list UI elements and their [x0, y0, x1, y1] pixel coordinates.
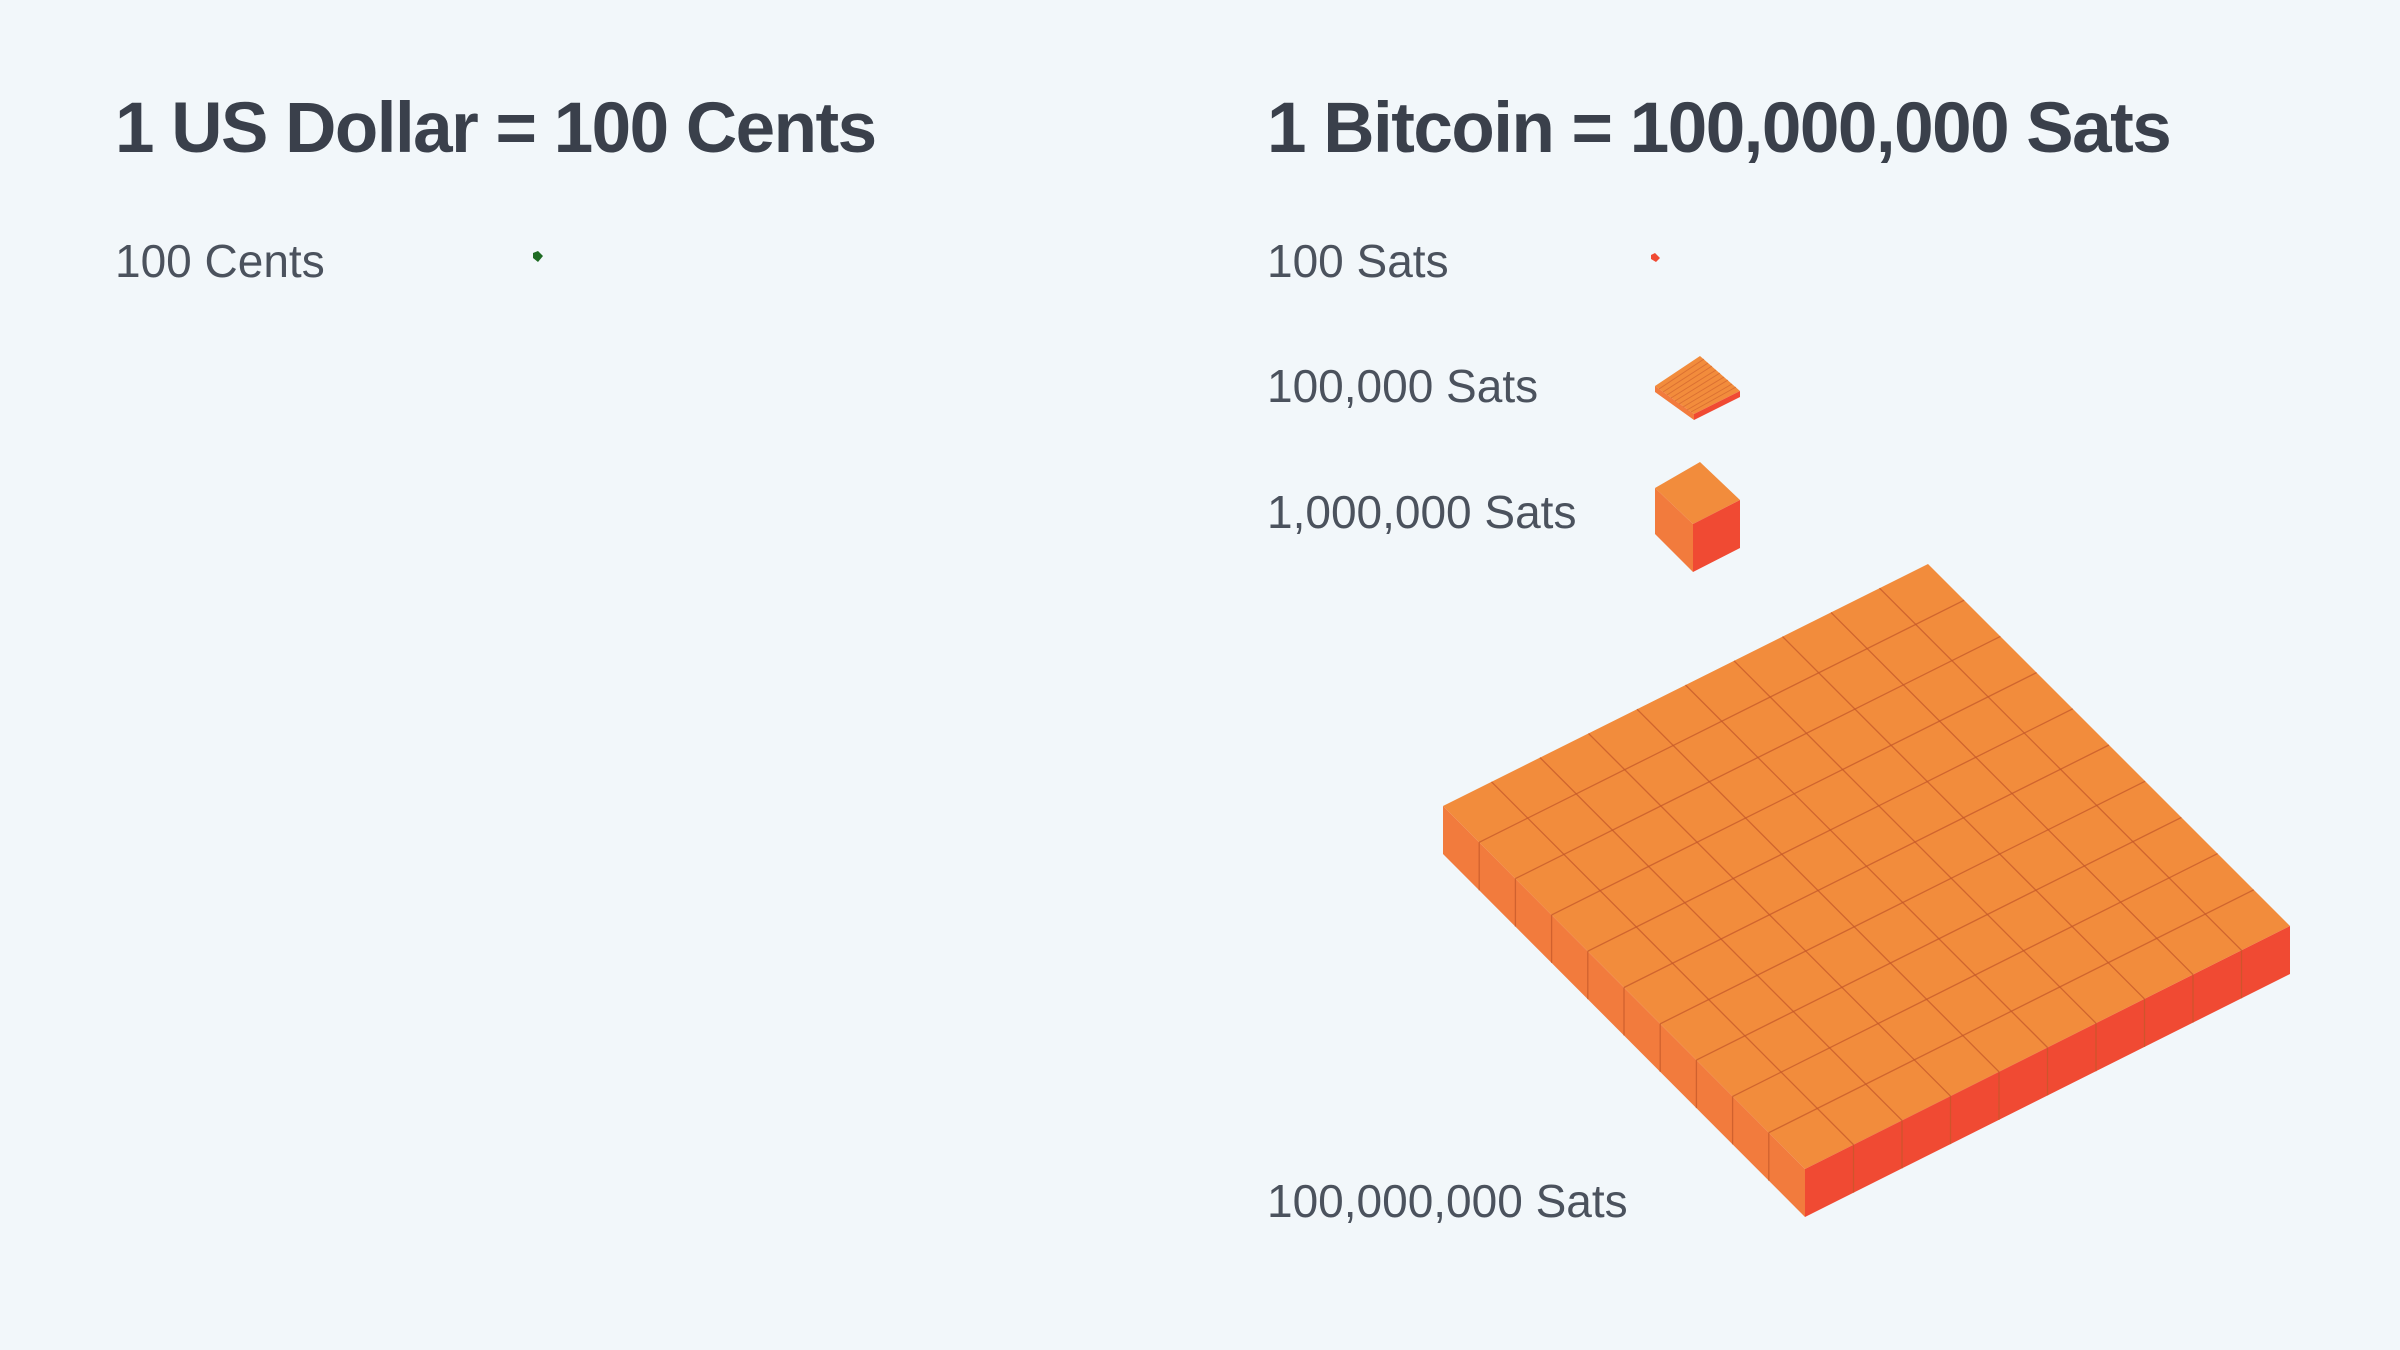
- grid-line-b: [1733, 660, 2097, 1024]
- grid-line-b: [1685, 684, 2048, 1048]
- grid-line-a: [1659, 780, 2146, 1025]
- sat-slab-100000: [1655, 356, 1740, 420]
- grid-line-b: [1830, 611, 2194, 976]
- sat-block-100-shape: [1651, 253, 1660, 262]
- label-100-cents: 100 Cents: [115, 235, 325, 287]
- slab-right-face: [1694, 391, 1740, 420]
- label-100000000-sats: 100,000,000 Sats: [1267, 1175, 1628, 1227]
- slab-lines: [1658, 358, 1737, 413]
- sat-block-100: [1651, 253, 1660, 262]
- cube-right-face: [1693, 500, 1740, 572]
- label-100000-sats: 100,000 Sats: [1267, 360, 1539, 412]
- grid-line-b: [1879, 587, 2242, 951]
- cent-block-shape: [533, 251, 543, 262]
- label-1000000-sats: 1,000,000 Sats: [1267, 486, 1577, 538]
- slab-top-face: [1655, 356, 1740, 414]
- cube-top-face: [1655, 462, 1740, 524]
- bitcoin-title: 1 Bitcoin = 100,000,000 Sats: [1267, 89, 2172, 168]
- dollar-title: 1 US Dollar = 100 Cents: [115, 89, 877, 168]
- grid-line-a: [1696, 816, 2182, 1061]
- label-100-sats: 100 Sats: [1267, 235, 1449, 287]
- cent-block-100: [533, 251, 543, 262]
- grid-line-a: [1768, 889, 2255, 1134]
- slab-left-face: [1655, 386, 1694, 420]
- sat-slab-100000000: [1443, 564, 2290, 1217]
- grid-line-b: [1782, 636, 2145, 1000]
- cube-left-face: [1655, 488, 1693, 572]
- big-slab-grid-lines: [1478, 587, 2255, 1193]
- sat-cube-1000000: [1655, 462, 1740, 572]
- grid-line-a: [1732, 853, 2218, 1097]
